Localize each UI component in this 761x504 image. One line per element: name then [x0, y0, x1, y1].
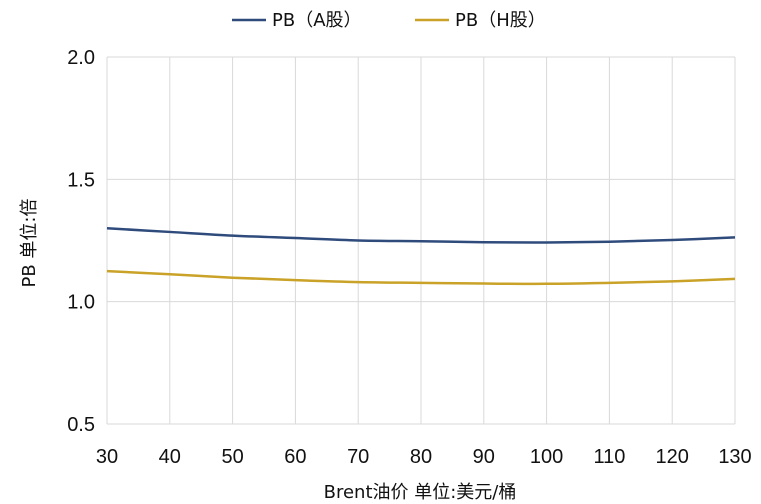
- x-axis-label: Brent油价 单位:美元/桶: [324, 482, 517, 503]
- x-axis-ticks: 30 40 50 60 70 80 90 100 110 120 130: [96, 446, 752, 468]
- series-lines: [106, 227, 736, 286]
- x-tick-label: 100: [530, 446, 563, 468]
- series-line-h-share: [106, 269, 736, 286]
- y-tick-label: 2.0: [67, 47, 95, 69]
- legend-label-a-share: PB（A股）: [272, 10, 362, 31]
- x-tick-label: 130: [718, 446, 751, 468]
- legend-label-h-share: PB（H股）: [455, 10, 546, 31]
- x-tick-label: 90: [473, 446, 495, 468]
- y-tick-label: 1.0: [67, 292, 95, 314]
- x-tick-label: 80: [410, 446, 432, 468]
- y-axis-ticks: 0.5 1.0 1.5 2.0: [67, 47, 95, 436]
- x-tick-label: 40: [159, 446, 181, 468]
- x-tick-label: 50: [221, 446, 243, 468]
- x-tick-label: 30: [96, 446, 118, 468]
- x-tick-label: 60: [284, 446, 306, 468]
- x-tick-label: 70: [347, 446, 369, 468]
- x-tick-label: 120: [656, 446, 689, 468]
- legend: PB（A股） PB（H股）: [232, 10, 546, 31]
- series-line-a-share: [106, 227, 736, 244]
- x-tick-label: 110: [593, 446, 625, 468]
- y-tick-label: 1.5: [67, 169, 95, 191]
- y-tick-label: 0.5: [67, 414, 95, 436]
- y-axis-label: PB 单位:倍: [19, 199, 40, 288]
